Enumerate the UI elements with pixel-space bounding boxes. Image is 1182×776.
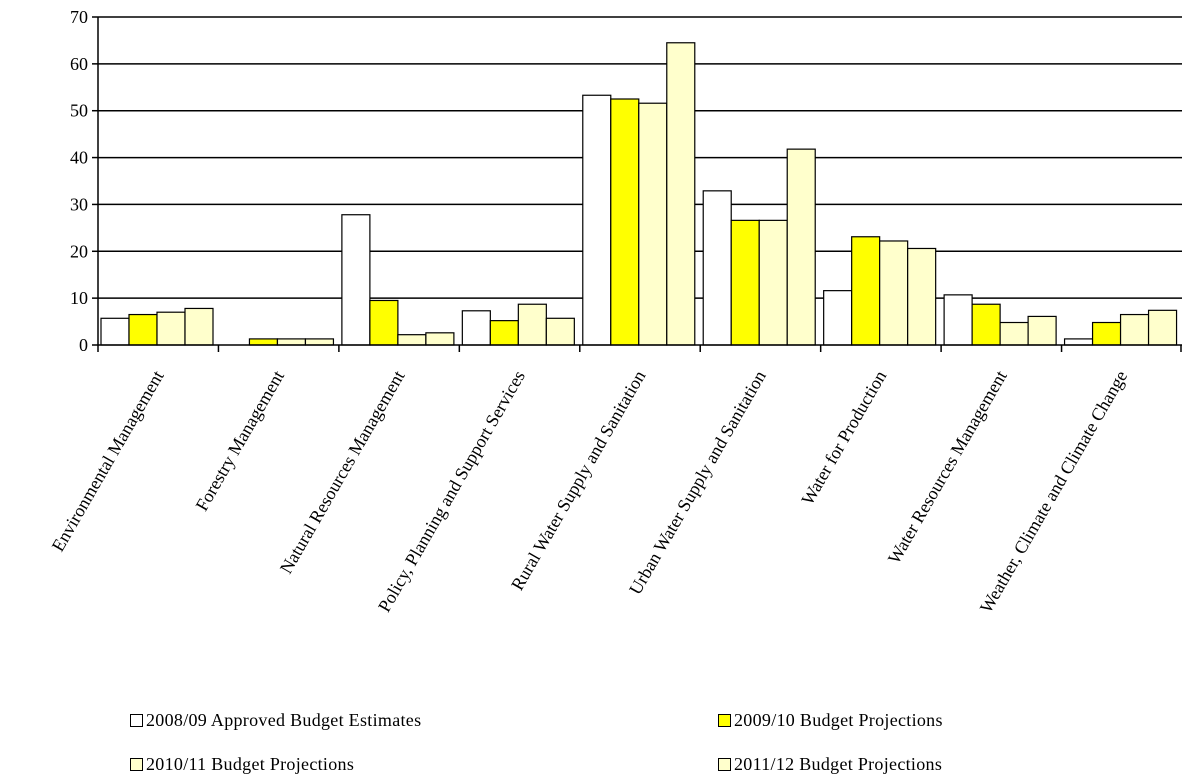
- x-tick-label-8: Weather, Climate and Climate Change: [976, 367, 1131, 616]
- y-tick-label-30: 30: [70, 194, 88, 214]
- chart: 0 10 20 30 40 50 60 70 Environmental Management F…: [48, 7, 1182, 616]
- y-tick-label-40: 40: [70, 148, 88, 168]
- bar-series1-cat8: [1091, 321, 1122, 346]
- bar-series3-cat0: [184, 307, 214, 346]
- bar-series2-cat4: [638, 102, 668, 346]
- bar-series2-cat6: [879, 240, 909, 346]
- x-tick-label-4: Rural Water Supply and Sanitation: [507, 367, 649, 594]
- x-tick-label-1: Forestry Management: [192, 367, 289, 514]
- bar-series3-cat8: [1147, 309, 1178, 346]
- bar-series3-cat5: [786, 148, 816, 346]
- x-tick-label-2: Natural Resources Management: [276, 367, 409, 577]
- bar-series1-cat7: [971, 303, 1001, 346]
- legend-swatch-2010-11: [130, 758, 143, 771]
- x-tick-label-6: Water for Production: [797, 367, 890, 508]
- bar-series0-cat8: [1063, 338, 1094, 346]
- y-tick-label-20: 20: [70, 241, 88, 261]
- x-tick-label-7: Water Resources Management: [884, 367, 1011, 567]
- bar-series3-cat4: [666, 42, 696, 346]
- bar-series0-cat3: [461, 310, 491, 346]
- bar-series0-cat4: [582, 94, 612, 346]
- x-tick-label-3: Policy, Planning and Support Services: [374, 367, 529, 615]
- bar-series0-cat5: [702, 190, 732, 346]
- bar-series1-cat3: [489, 320, 519, 346]
- legend-swatch-2009-10: [718, 714, 731, 727]
- bar-series1-cat4: [610, 98, 640, 346]
- y-tick-label-10: 10: [70, 288, 88, 308]
- bar-series2-cat8: [1119, 313, 1150, 346]
- legend-label-2011-12: 2011/12 Budget Projections: [734, 754, 943, 774]
- y-tick-label-50: 50: [70, 101, 88, 121]
- legend-item-2011-12: 2011/12 Budget Projections: [718, 754, 942, 775]
- bars: [100, 42, 1178, 346]
- legend-label-2010-11: 2010/11 Budget Projections: [146, 754, 355, 774]
- x-tick-label-5: Urban Water Supply and Sanitation: [625, 367, 770, 598]
- bar-series2-cat3: [517, 303, 547, 346]
- bar-series1-cat2: [369, 299, 399, 346]
- bar-series0-cat2: [341, 214, 371, 346]
- legend-label-2009-10: 2009/10 Budget Projections: [734, 710, 943, 730]
- bar-series1-cat6: [851, 236, 881, 346]
- legend-label-2008-09: 2008/09 Approved Budget Estimates: [146, 710, 422, 730]
- bar-series1-cat0: [128, 313, 158, 346]
- bar-series2-cat5: [758, 219, 788, 346]
- bar-series1-cat1: [248, 338, 279, 346]
- legend-swatch-2008-09: [130, 714, 143, 727]
- bar-series0-cat6: [823, 290, 853, 346]
- legend: 2008/09 Approved Budget Estimates 2009/1…: [0, 700, 1182, 776]
- bar-series3-cat1: [304, 338, 335, 346]
- bar-series3-cat7: [1027, 315, 1057, 346]
- bar-series1-cat5: [730, 219, 760, 346]
- bar-series0-cat0: [100, 317, 130, 346]
- bar-series2-cat7: [999, 321, 1029, 346]
- legend-swatch-2011-12: [718, 758, 731, 771]
- y-tick-label-0: 0: [79, 335, 88, 355]
- bar-series3-cat2: [425, 332, 455, 346]
- legend-item-2010-11: 2010/11 Budget Projections: [130, 754, 354, 775]
- legend-item-2008-09: 2008/09 Approved Budget Estimates: [130, 710, 421, 731]
- bar-series2-cat2: [397, 334, 427, 346]
- y-tick-label-70: 70: [70, 7, 88, 27]
- y-tick-label-60: 60: [70, 54, 88, 74]
- bar-series2-cat1: [276, 338, 307, 346]
- bar-series3-cat3: [545, 317, 575, 346]
- bar-series3-cat6: [907, 247, 937, 346]
- bar-series2-cat0: [156, 311, 186, 346]
- bar-series0-cat7: [943, 294, 973, 346]
- legend-item-2009-10: 2009/10 Budget Projections: [718, 710, 943, 731]
- x-tick-label-0: Environmental Management: [48, 367, 168, 555]
